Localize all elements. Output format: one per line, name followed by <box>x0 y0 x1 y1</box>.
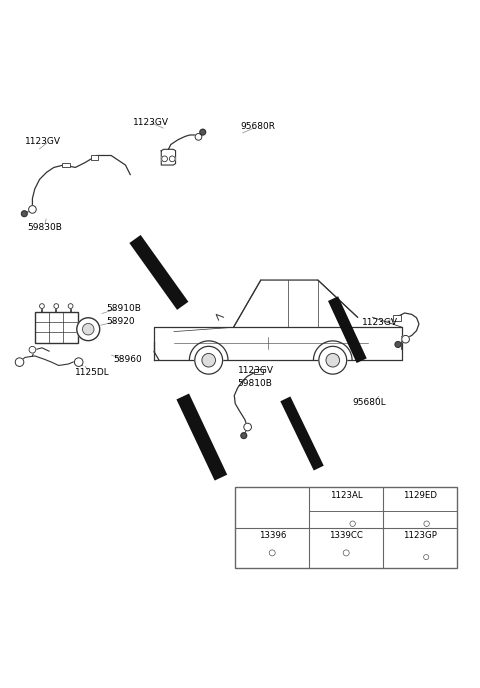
Text: 58960: 58960 <box>114 355 142 364</box>
Circle shape <box>350 521 355 526</box>
Circle shape <box>424 521 429 526</box>
Circle shape <box>162 156 168 162</box>
Text: 1123GV: 1123GV <box>25 137 61 146</box>
Circle shape <box>22 211 27 217</box>
Bar <box>393 315 401 321</box>
Polygon shape <box>265 547 279 559</box>
Text: 1129ED: 1129ED <box>403 491 437 500</box>
Circle shape <box>200 129 205 135</box>
Circle shape <box>29 346 36 353</box>
Polygon shape <box>339 547 353 559</box>
Circle shape <box>169 156 175 162</box>
Text: 95680R: 95680R <box>240 122 275 131</box>
Circle shape <box>54 303 59 308</box>
Text: 95680L: 95680L <box>352 398 386 407</box>
Text: 1123AL: 1123AL <box>330 491 362 500</box>
Text: 1123GV: 1123GV <box>362 318 398 327</box>
Bar <box>91 155 98 160</box>
Circle shape <box>395 342 401 347</box>
Circle shape <box>195 133 202 140</box>
Text: 1125DL: 1125DL <box>75 368 110 377</box>
Circle shape <box>202 354 216 367</box>
Text: 58910B: 58910B <box>107 303 141 313</box>
Circle shape <box>195 346 223 374</box>
Circle shape <box>15 358 24 367</box>
Text: 1123GV: 1123GV <box>238 366 274 375</box>
Bar <box>62 162 70 167</box>
Circle shape <box>39 303 44 308</box>
Circle shape <box>402 336 409 343</box>
Bar <box>254 369 263 374</box>
Circle shape <box>326 354 339 367</box>
Circle shape <box>29 206 36 213</box>
Circle shape <box>83 323 94 335</box>
Text: 13396: 13396 <box>259 530 286 539</box>
Text: 59830B: 59830B <box>28 223 62 232</box>
Circle shape <box>244 423 252 431</box>
Circle shape <box>343 550 349 556</box>
Text: 1123GP: 1123GP <box>403 530 437 539</box>
Bar <box>35 312 78 343</box>
Circle shape <box>241 433 247 438</box>
Text: 58920: 58920 <box>107 316 135 325</box>
Text: 59810B: 59810B <box>238 378 273 387</box>
Bar <box>235 487 457 568</box>
Circle shape <box>74 358 83 367</box>
Circle shape <box>68 303 73 308</box>
Text: 1123GV: 1123GV <box>132 118 168 127</box>
Circle shape <box>77 318 100 341</box>
Circle shape <box>424 555 429 559</box>
Circle shape <box>269 550 275 556</box>
Text: 1339CC: 1339CC <box>329 530 363 539</box>
Circle shape <box>319 346 347 374</box>
